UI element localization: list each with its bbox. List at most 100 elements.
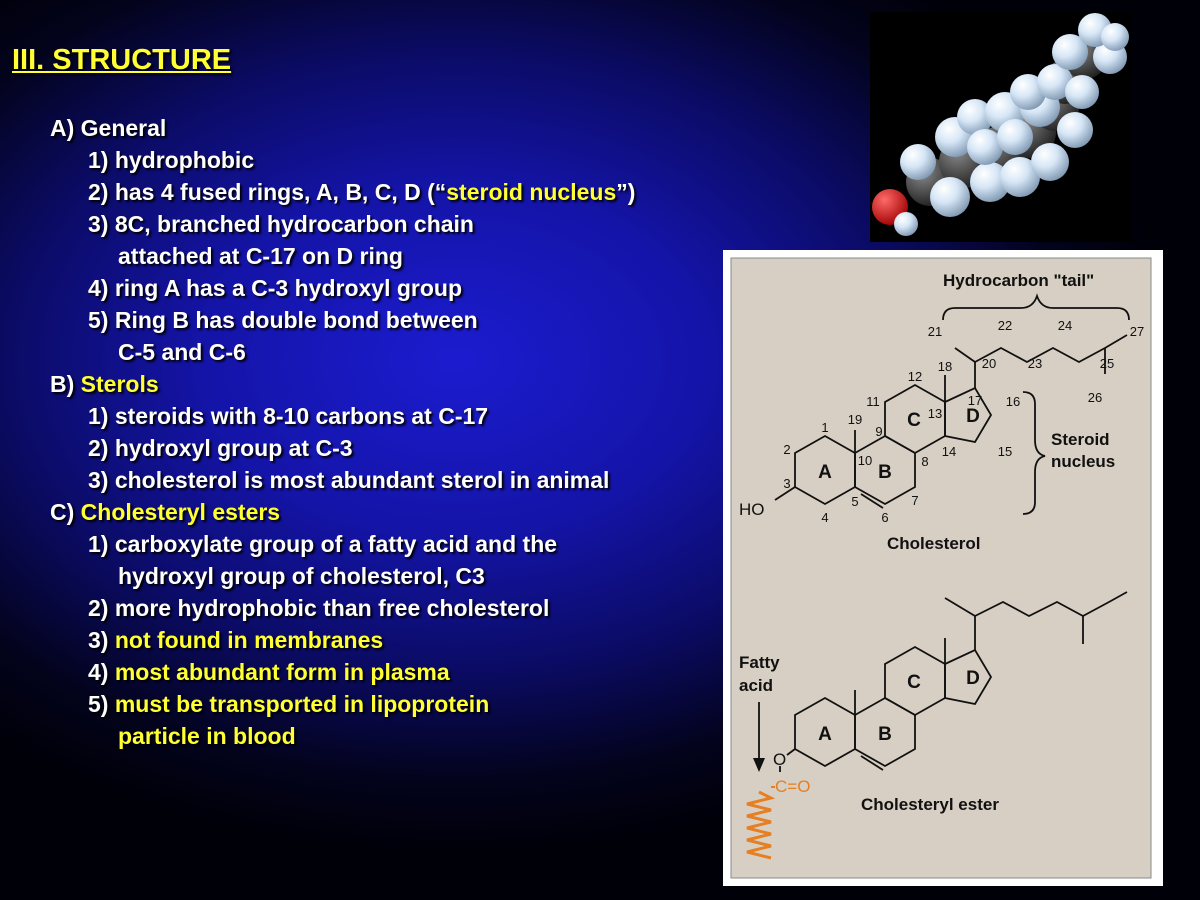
outline-line-7: 5) Ring B has double bond between [88, 307, 478, 334]
ring-d-label: D [966, 406, 980, 427]
outline-text-run: 1) hydrophobic [88, 147, 255, 173]
ester-ring-c-label: C [907, 672, 921, 693]
carbon-12: 12 [908, 369, 922, 384]
outline-line-16: 2) more hydrophobic than free cholestero… [88, 595, 549, 622]
outline-text-run: 5) [88, 691, 115, 717]
outline-text-run: 1) carboxylate group of a fatty acid and… [88, 531, 558, 557]
carbon-27: 27 [1130, 324, 1144, 339]
ester-ring-b-label: B [878, 724, 892, 745]
outline-text-run: not found in membranes [114, 627, 384, 653]
outline-text-run: 4) [88, 659, 115, 685]
outline-text-run: Sterols [80, 371, 159, 397]
outline-text-run: B) [50, 371, 81, 397]
carbon-24: 24 [1058, 318, 1072, 333]
outline-text-run: 2) more hydrophobic than free cholestero… [88, 595, 550, 621]
fatty-acid-label-1: Fatty [739, 653, 780, 672]
hydrogen-atoms [900, 13, 1129, 217]
carbon-13: 13 [928, 406, 942, 421]
hydroxyl-hydrogen-atom [894, 212, 918, 236]
outline-text-run: 2) hydroxyl group at C-3 [88, 435, 353, 461]
outline-line-8: C-5 and C-6 [118, 339, 246, 366]
ester-ring-d-label: D [966, 668, 980, 689]
slide-title: III. STRUCTURE [12, 44, 232, 76]
carbon-26: 26 [1088, 390, 1102, 405]
cholesterol-structure-diagram: Hydrocarbon "tail" Steroid nucleus Chole… [723, 250, 1163, 886]
outline-text-run: hydroxyl group of cholesterol, C3 [118, 563, 485, 589]
arrow-head [753, 758, 765, 772]
nucleus-label-2: nucleus [1051, 452, 1115, 471]
carbon-3: 3 [783, 476, 790, 491]
double-bond-5-6 [860, 493, 884, 509]
outline-text-run: 3) 8C, branched hydrocarbon chain [88, 211, 474, 237]
fatty-acid-zigzag [746, 790, 776, 860]
outline-line-6: 4) ring A has a C-3 hydroxyl group [88, 275, 462, 302]
ring-b-label: B [878, 462, 892, 483]
ester-oxygen-label: O [773, 750, 786, 769]
outline-line-18: 4) most abundant form in plasma [88, 659, 450, 686]
outline-text-run: particle in blood [118, 723, 296, 749]
carbon-10: 10 [858, 453, 872, 468]
outline-line-11: 2) hydroxyl group at C-3 [88, 435, 353, 462]
outline-line-1: A) General [50, 115, 166, 142]
structure-svg: Hydrocarbon "tail" Steroid nucleus Chole… [730, 257, 1152, 879]
carbon-8: 8 [921, 454, 928, 469]
carbon-25: 25 [1100, 356, 1114, 371]
carbon-7: 7 [911, 493, 918, 508]
carbon-11: 11 [866, 394, 880, 409]
outline-text-run: attached at C-17 on D ring [118, 243, 403, 269]
carbon-5: 5 [851, 494, 858, 509]
outline-line-19: 5) must be transported in lipoprotein [88, 691, 489, 718]
outline-text-run: 2) has 4 fused rings, A, B, C, D (“ [88, 179, 447, 205]
cholesteryl-ester-skeleton [758, 591, 1128, 772]
nucleus-label-1: Steroid [1051, 430, 1110, 449]
outline-text-run: must be transported in lipoprotein [114, 691, 490, 717]
carbon-17: 17 [968, 393, 982, 408]
carbon-numbers: 1 2 3 4 5 6 7 8 9 10 11 12 13 14 15 16 1… [783, 318, 1144, 525]
carbon-2: 2 [783, 442, 790, 457]
outline-text-run: Cholesteryl esters [80, 499, 281, 525]
carbon-14: 14 [942, 444, 956, 459]
outline-line-4: 3) 8C, branched hydrocarbon chain [88, 211, 474, 238]
carbon-15: 15 [998, 444, 1012, 459]
carbon-9: 9 [875, 424, 882, 439]
ring-a-label: A [818, 462, 832, 483]
outline-text-run: ”) [616, 179, 636, 205]
outline-text-run: 5) Ring B has double bond between [88, 307, 478, 333]
outline-text-run: 3) cholesterol is most abundant sterol i… [88, 467, 610, 493]
cholesterol-space-filling-model [870, 12, 1132, 242]
carbon-16: 16 [1006, 394, 1020, 409]
carbon-20: 20 [982, 356, 996, 371]
ester-label: Cholesteryl ester [861, 795, 999, 814]
outline-line-10: 1) steroids with 8-10 carbons at C-17 [88, 403, 488, 430]
outline-text-run: C) [50, 499, 81, 525]
carbon-1: 1 [821, 420, 828, 435]
outline-text-run: steroid nucleus [446, 179, 617, 205]
carbon-21: 21 [928, 324, 942, 339]
molecule-svg [872, 13, 1129, 236]
outline-line-20: particle in blood [118, 723, 296, 750]
carbon-23: 23 [1028, 356, 1042, 371]
carbon-19: 19 [848, 412, 862, 427]
outline-line-15: hydroxyl group of cholesterol, C3 [118, 563, 485, 590]
outline-text-run: A) General [50, 115, 167, 141]
outline-line-2: 1) hydrophobic [88, 147, 254, 174]
outline-line-13: C) Cholesteryl esters [50, 499, 280, 526]
outline-line-5: attached at C-17 on D ring [118, 243, 403, 270]
outline-text-run: C-5 and C-6 [118, 339, 246, 365]
outline-line-14: 1) carboxylate group of a fatty acid and… [88, 531, 557, 558]
cholesterol-label: Cholesterol [887, 534, 981, 553]
carbon-22: 22 [998, 318, 1012, 333]
cholesterol-skeleton [774, 293, 1130, 515]
outline-line-3: 2) has 4 fused rings, A, B, C, D (“stero… [88, 179, 635, 206]
fatty-acid-label-2: acid [739, 676, 773, 695]
outline-line-12: 3) cholesterol is most abundant sterol i… [88, 467, 609, 494]
outline-text-run: most abundant form in plasma [114, 659, 450, 685]
hydroxyl-label: HO [739, 500, 765, 519]
carbonyl-label: C=O [775, 777, 810, 796]
ester-ring-a-label: A [818, 724, 832, 745]
outline-text-run: 4) ring A has a C-3 hydroxyl group [88, 275, 463, 301]
outline-line-9: B) Sterols [50, 371, 159, 398]
outline-text-run: 3) [88, 627, 115, 653]
carbon-6: 6 [881, 510, 888, 525]
tail-label: Hydrocarbon "tail" [943, 271, 1094, 290]
